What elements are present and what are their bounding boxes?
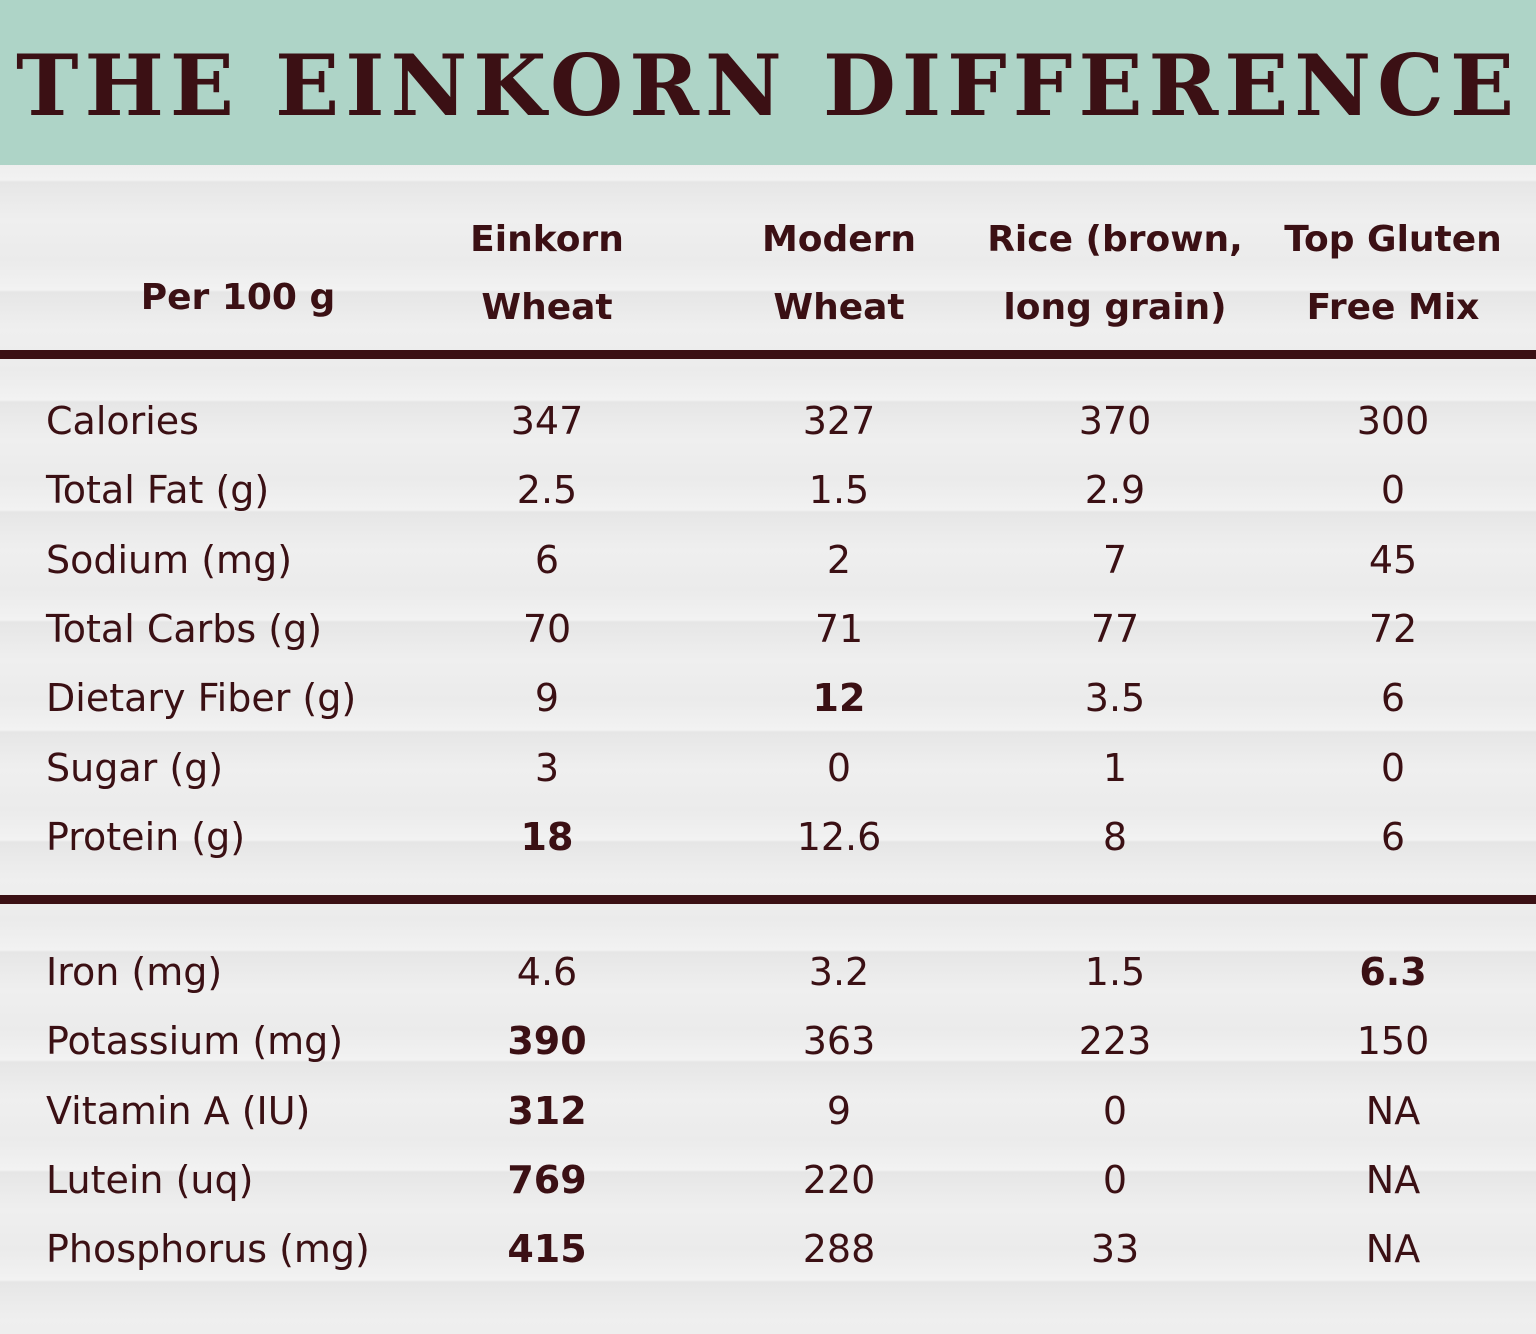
column-header: Einkorn (470, 219, 624, 260)
cell-value: 72 (1368, 606, 1418, 651)
cell-value: 6 (1380, 814, 1406, 859)
cell-value: 363 (802, 1019, 876, 1064)
cell-value: 150 (1356, 1019, 1430, 1064)
cell-value: 45 (1368, 537, 1418, 582)
corner-label: Per 100 g (140, 277, 336, 318)
row-label: Potassium (mg) (46, 1019, 344, 1064)
cell-value: 1 (1102, 745, 1128, 790)
row-label: Lutein (uq) (46, 1157, 254, 1202)
row-label: Total Carbs (g) (46, 606, 323, 651)
column-header: Wheat (481, 287, 613, 328)
cell-value: 327 (802, 399, 876, 443)
cell-value: 0 (1102, 1088, 1128, 1133)
cell-value: 6.3 (1359, 950, 1427, 994)
cell-value: NA (1365, 1088, 1421, 1133)
cell-value: 71 (814, 606, 864, 651)
cell-value: 220 (802, 1157, 876, 1202)
cell-value: 415 (507, 1227, 587, 1272)
row-label: Sodium (mg) (46, 537, 293, 582)
cell-value: 70 (522, 606, 572, 651)
column-header: Free Mix (1306, 287, 1480, 328)
row-label: Dietary Fiber (g) (46, 676, 357, 721)
cell-value: 1.5 (808, 468, 870, 513)
column-header: Rice (brown, (987, 219, 1243, 260)
cell-value: 1.5 (1084, 950, 1146, 994)
cell-value: 347 (510, 399, 584, 443)
cell-value: 7 (1102, 537, 1128, 582)
cell-value: 9 (826, 1088, 852, 1133)
cell-value: 12.6 (796, 814, 882, 859)
cell-value: 312 (507, 1088, 587, 1133)
cell-value: 77 (1090, 606, 1140, 651)
cell-value: 2.5 (516, 468, 578, 513)
cell-value: NA (1365, 1227, 1421, 1272)
cell-value: 6 (1380, 676, 1406, 721)
cell-value: 3.2 (808, 950, 870, 994)
cell-value: 4.6 (516, 950, 578, 994)
cell-value: 300 (1356, 399, 1430, 443)
cell-value: 33 (1090, 1227, 1140, 1272)
cell-value: 9 (534, 676, 560, 721)
row-label: Phosphorus (mg) (46, 1227, 370, 1272)
row-label: Total Fat (g) (46, 468, 270, 513)
section-rule (0, 895, 1536, 904)
cell-value: 370 (1078, 399, 1152, 443)
cell-value: 0 (1380, 745, 1406, 790)
row-label: Iron (mg) (46, 950, 223, 994)
section-rule (0, 350, 1536, 359)
row-label: Protein (g) (46, 814, 246, 859)
cell-value: 12 (812, 676, 866, 721)
cell-value: 288 (802, 1227, 876, 1272)
cell-value: 3.5 (1084, 676, 1146, 721)
cell-value: 0 (826, 745, 852, 790)
cell-value: 769 (507, 1157, 587, 1202)
header-band: THE EINKORN DIFFERENCE (0, 0, 1536, 165)
row-label: Sugar (g) (46, 745, 224, 790)
cell-value: 223 (1078, 1019, 1152, 1064)
cell-value: 8 (1102, 814, 1128, 859)
cell-value: NA (1365, 1157, 1421, 1202)
cell-value: 390 (507, 1019, 587, 1064)
cell-value: 2.9 (1084, 468, 1146, 513)
cell-value: 18 (520, 814, 574, 859)
title: THE EINKORN DIFFERENCE (16, 36, 1520, 135)
cell-value: 0 (1380, 468, 1406, 513)
column-header: long grain) (1003, 287, 1227, 328)
row-label: Calories (46, 399, 199, 443)
cell-value: 3 (534, 745, 560, 790)
cell-value: 0 (1102, 1157, 1128, 1202)
column-header: Modern (761, 219, 917, 260)
cell-value: 6 (534, 537, 560, 582)
row-label: Vitamin A (IU) (46, 1088, 311, 1133)
column-header: Top Gluten (1284, 219, 1502, 260)
column-header: Wheat (773, 287, 905, 328)
cell-value: 2 (826, 537, 852, 582)
